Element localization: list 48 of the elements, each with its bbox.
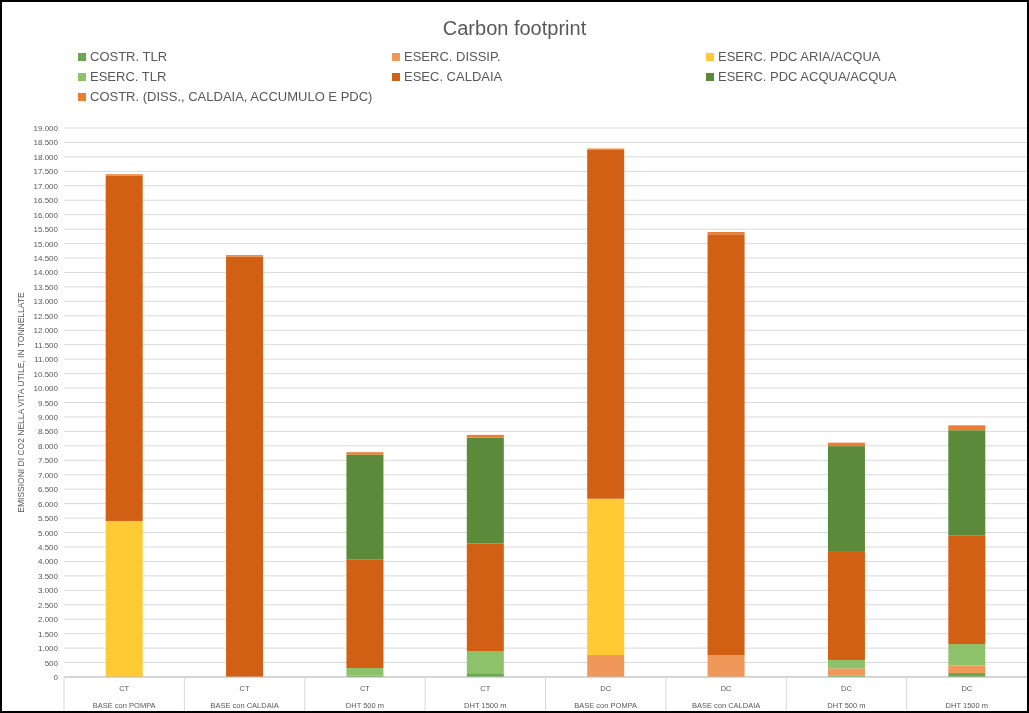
y-tick-label: 2.500	[37, 600, 59, 610]
y-tick-label: 9.000	[37, 412, 59, 422]
y-tick-label: 3.500	[37, 571, 59, 581]
y-tick-label: 12.500	[33, 311, 59, 321]
y-tick-label: 14.500	[33, 254, 59, 264]
y-tick-label: 10.500	[33, 369, 59, 379]
legend-label: ESEC. CALDAIA	[404, 69, 503, 84]
y-tick-label: 19.000	[33, 124, 59, 133]
y-tick-label: 13.000	[33, 297, 59, 307]
y-tick-label: 6.500	[37, 485, 59, 495]
y-tick-label: 17.000	[33, 181, 59, 191]
legend-label: ESERC. DISSIP.	[404, 49, 501, 64]
y-tick-label: 1.500	[37, 629, 59, 639]
legend-label: COSTR. (DISS., CALDAIA, ACCUMULO E PDC)	[90, 89, 373, 104]
legend-label: ESERC. PDC ARIA/ACQUA	[718, 49, 881, 64]
y-tick-label: 16.500	[33, 196, 59, 206]
y-tick-label: 16.000	[33, 210, 59, 220]
y-tick-label: 17.500	[33, 167, 59, 177]
y-tick-label: 7.000	[37, 470, 59, 480]
y-tick-label: 8.500	[37, 427, 59, 437]
y-tick-label: 2.000	[37, 615, 59, 625]
y-tick-label: 3.000	[37, 586, 59, 596]
y-tick-label: 18.000	[33, 152, 59, 162]
y-tick-label: 8.000	[37, 441, 59, 451]
legend-label: COSTR. TLR	[90, 49, 168, 64]
y-tick-label: 6.000	[37, 499, 59, 509]
y-tick-label: 11.000	[34, 355, 59, 365]
y-tick-label: 9.500	[37, 398, 59, 408]
y-tick-label: 4.500	[37, 542, 59, 552]
y-axis-title: EMISSIONI DI CO2 NELLA VITA UTILE, IN TONNELLATE	[16, 291, 26, 513]
y-tick-label: 14.000	[33, 268, 59, 278]
y-tick-label: 15.000	[33, 239, 59, 249]
y-tick-label: 5.000	[37, 528, 59, 538]
y-tick-label: 0	[53, 673, 59, 682]
y-tick-label: 5.500	[37, 514, 59, 524]
y-tick-label: 4.000	[37, 557, 59, 567]
y-tick-label: 10.000	[33, 384, 59, 394]
y-tick-label: 18.500	[33, 138, 59, 148]
y-tick-label: 11.500	[34, 340, 59, 350]
y-tick-label: 13.500	[33, 282, 59, 292]
y-tick-label: 500	[44, 658, 59, 668]
legend-label: ESERC. TLR	[90, 69, 167, 84]
chart-title: Carbon footprint	[442, 17, 587, 39]
legend-label: ESERC. PDC ACQUA/ACQUA	[718, 69, 897, 84]
y-tick-label: 15.500	[33, 225, 59, 235]
y-tick-label: 12.000	[33, 326, 59, 336]
y-tick-label: 1.000	[37, 644, 59, 654]
y-tick-label: 7.500	[37, 456, 59, 466]
